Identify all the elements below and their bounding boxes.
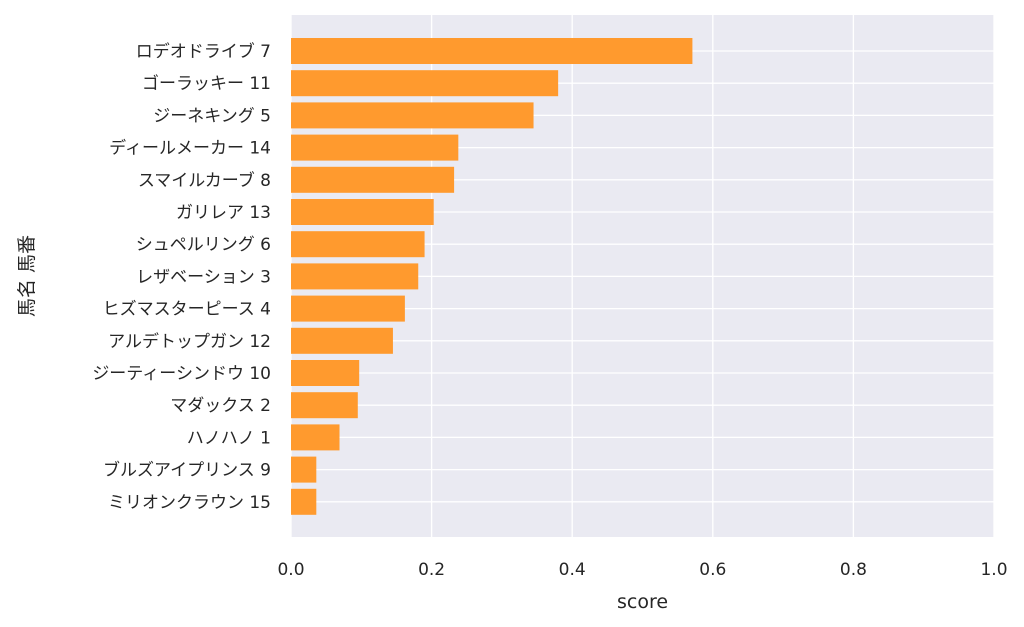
y-tick-label: マダックス 2 xyxy=(170,396,271,416)
bar xyxy=(291,263,419,290)
y-axis-label: 馬名 馬番 xyxy=(16,235,38,317)
bar xyxy=(291,102,534,129)
y-tick-label: ブルズアイプリンス 9 xyxy=(103,460,271,481)
y-tick-label: ハノハノ 1 xyxy=(187,428,271,448)
bar xyxy=(291,231,425,258)
x-tick-label: 0.0 xyxy=(277,560,304,580)
x-tick-label: 1.0 xyxy=(980,560,1007,580)
x-axis-label: score xyxy=(617,591,668,613)
bar xyxy=(291,456,317,483)
bar xyxy=(291,70,559,97)
x-tick-labels: 0.0 0.2 0.4 0.6 0.8 1.0 xyxy=(277,560,1007,580)
y-tick-label: ロデオドライブ 7 xyxy=(136,41,271,62)
bars xyxy=(291,38,693,515)
bar xyxy=(291,488,317,515)
y-tick-label: アルデトップガン 12 xyxy=(108,331,271,352)
y-tick-label: スマイルカーブ 8 xyxy=(138,170,271,191)
y-tick-label: ディールメーカー 14 xyxy=(109,138,271,159)
y-tick-label: ジーティーシンドウ 10 xyxy=(92,364,271,384)
x-tick-label: 0.4 xyxy=(559,560,586,580)
bar xyxy=(291,134,459,161)
y-tick-label: ジーネキング 5 xyxy=(153,106,271,126)
bar xyxy=(291,38,693,64)
bar xyxy=(291,392,358,419)
x-tick-label: 0.8 xyxy=(840,560,867,580)
bar xyxy=(291,327,393,354)
y-tick-label: ゴーラッキー 11 xyxy=(142,73,271,94)
bar xyxy=(291,295,405,322)
y-tick-label: シュペルリング 6 xyxy=(136,235,271,255)
bar xyxy=(291,360,360,386)
y-tick-label: レザベーション 3 xyxy=(136,267,271,287)
x-tick-label: 0.6 xyxy=(699,560,726,580)
y-tick-label: ヒズマスターピース 4 xyxy=(103,300,271,320)
bar xyxy=(291,424,340,451)
y-tick-labels: ロデオドライブ 7 ゴーラッキー 11 ジーネキング 5 ディールメーカー 14 スマイ… xyxy=(92,41,271,513)
y-tick-label: ガリレア 13 xyxy=(176,203,271,223)
bar xyxy=(291,199,434,225)
bar xyxy=(291,166,455,193)
x-tick-label: 0.2 xyxy=(418,560,445,580)
y-tick-label: ミリオンクラウン 15 xyxy=(108,493,271,513)
